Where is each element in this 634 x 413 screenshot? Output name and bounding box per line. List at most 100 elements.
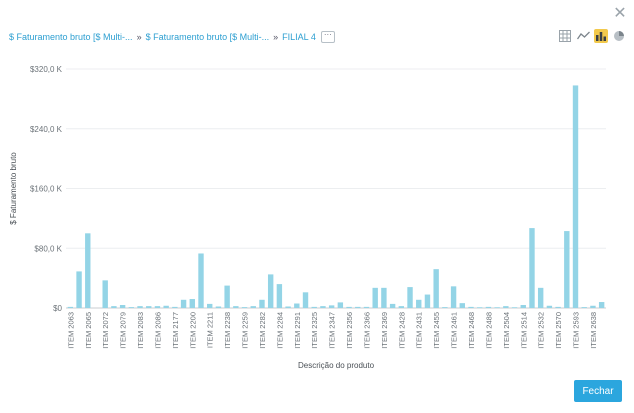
bar [198, 253, 204, 308]
more-options-button[interactable]: ··· [320, 31, 335, 43]
x-tick-label: ITEM 2284 [275, 312, 284, 349]
bar [346, 306, 352, 308]
close-button[interactable]: Fechar [574, 380, 622, 402]
bar [477, 307, 483, 308]
x-tick-label: ITEM 2072 [101, 312, 110, 349]
x-tick-label: ITEM 2325 [310, 312, 319, 349]
x-tick-label: ITEM 2063 [66, 312, 75, 349]
breadcrumb-item-3[interactable]: FILIAL 4 [282, 32, 316, 42]
bar [102, 280, 108, 308]
x-tick-label: ITEM 2638 [589, 312, 598, 349]
bar [459, 303, 465, 308]
x-tick-label: ITEM 2461 [450, 312, 459, 349]
bar [572, 85, 579, 309]
breadcrumb-item-2[interactable]: $ Faturamento bruto [$ Multi-... [145, 32, 270, 42]
bar [328, 305, 335, 308]
bar [450, 286, 457, 308]
y-axis-label: $ Faturamento bruto [9, 152, 18, 225]
breadcrumb-item-1[interactable]: $ Faturamento bruto [$ Multi-... [9, 32, 133, 42]
bar [302, 292, 309, 308]
x-tick-label: ITEM 2504 [502, 312, 511, 349]
bar [250, 306, 256, 308]
bar [511, 307, 518, 308]
bar [381, 287, 387, 308]
bar [163, 305, 169, 308]
bar [267, 274, 274, 308]
bar [590, 305, 596, 308]
bar [389, 303, 396, 308]
bar [76, 271, 82, 308]
x-tick-label: ITEM 2593 [572, 312, 581, 349]
x-tick-label: ITEM 2282 [258, 312, 267, 349]
view-toolbar [558, 29, 626, 43]
line-chart-icon[interactable] [576, 29, 590, 43]
x-tick-label: ITEM 2238 [223, 312, 232, 349]
pie-chart-icon[interactable] [612, 29, 626, 43]
bar [337, 302, 344, 308]
x-tick-label: ITEM 2200 [188, 312, 197, 349]
bar [581, 307, 587, 308]
bar [285, 306, 291, 308]
x-tick-label: ITEM 2083 [136, 312, 145, 349]
bar [189, 299, 195, 308]
x-tick-label: ITEM 2514 [519, 312, 528, 349]
bar-chart-icon[interactable] [594, 29, 608, 43]
x-tick-label: ITEM 2455 [432, 312, 441, 349]
breadcrumb-separator: » [273, 32, 279, 42]
bar [363, 306, 370, 308]
bar [320, 306, 326, 308]
bar [67, 306, 74, 308]
bar-chart: $0 $80,0 K $160,0 K $240,0 K $320,0 K $ Fatur… [9, 65, 606, 370]
bar [180, 299, 187, 308]
x-tick-label: ITEM 2065 [84, 312, 93, 349]
x-tick-label: ITEM 2086 [153, 312, 162, 349]
bar [311, 306, 317, 308]
bar [85, 233, 91, 308]
bar [207, 303, 213, 308]
x-tick-label: ITEM 2291 [293, 312, 302, 349]
bar [355, 306, 361, 308]
bar [433, 269, 439, 308]
x-tick-label: ITEM 2532 [537, 312, 546, 349]
bar [468, 306, 474, 308]
bar [442, 307, 448, 308]
bar [154, 306, 161, 308]
breadcrumb: $ Faturamento bruto [$ Multi-... » $ Fat… [9, 30, 335, 44]
x-tick-label: ITEM 2431 [415, 312, 424, 349]
y-tick-label: $80,0 K [34, 244, 62, 253]
bar [372, 287, 378, 308]
bar [416, 299, 422, 308]
bar [224, 285, 230, 308]
x-axis-label: Descrição do produto [298, 361, 375, 370]
x-tick-label: ITEM 2079 [119, 312, 128, 349]
breadcrumb-separator: » [136, 32, 142, 42]
x-tick-label: ITEM 2259 [241, 312, 250, 349]
x-tick-label: ITEM 2356 [345, 312, 354, 349]
bar [564, 231, 570, 308]
x-tick-label: ITEM 2488 [484, 312, 493, 349]
bar [137, 306, 143, 308]
x-tick-label: ITEM 2468 [467, 312, 476, 349]
bar [119, 305, 126, 308]
bar [241, 307, 248, 308]
bar [494, 307, 500, 308]
table-view-icon[interactable] [558, 29, 572, 43]
bar [424, 294, 431, 308]
bar [485, 306, 492, 308]
bar [128, 307, 135, 308]
bar [233, 306, 239, 308]
bar [546, 305, 553, 308]
x-tick-label: ITEM 2366 [362, 312, 371, 349]
bar [503, 306, 509, 308]
bar [598, 302, 605, 308]
bar [555, 306, 561, 308]
bar [146, 306, 152, 308]
bar [172, 306, 178, 308]
bar [529, 228, 535, 308]
bar [215, 306, 222, 308]
x-tick-label: ITEM 2369 [380, 312, 389, 349]
x-tick-label: ITEM 2347 [328, 312, 337, 349]
close-icon[interactable]: ✕ [613, 3, 627, 22]
bar [398, 306, 405, 308]
x-tick-label: ITEM 2177 [171, 312, 180, 349]
